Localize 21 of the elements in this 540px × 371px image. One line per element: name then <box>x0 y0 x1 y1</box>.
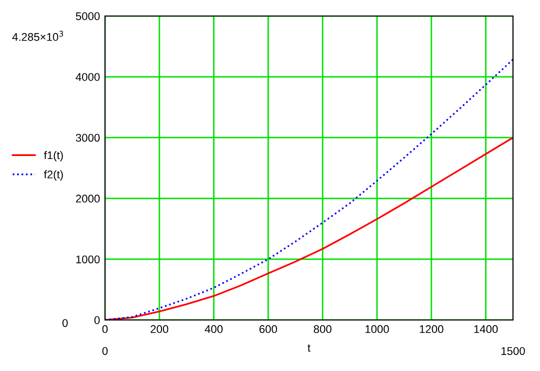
y-tick-label: 5000 <box>76 12 100 20</box>
y-tick-label: 4000 <box>76 73 100 81</box>
text: 1500 <box>501 347 525 355</box>
x-tick-label: 1400 <box>474 325 498 334</box>
text: 0 <box>102 347 108 355</box>
legend-label: f2(t) <box>44 170 63 181</box>
y-tick-label: 0 <box>94 316 100 324</box>
y-tick-label: 1000 <box>76 255 100 264</box>
y-tick-label: 2000 <box>76 194 100 203</box>
x-tick-label: 400 <box>204 325 223 334</box>
x-tick-label: 800 <box>314 325 332 334</box>
text: 4.285×10$^{3}$ <box>12 30 64 41</box>
x-tick-label: 0 <box>102 325 108 334</box>
y-tick-label: 3000 <box>76 134 100 142</box>
x-tick-label: 1200 <box>420 325 444 334</box>
text: 0 <box>62 319 68 327</box>
x-tick-label: 1000 <box>365 325 389 334</box>
x-tick-label: 600 <box>259 325 278 334</box>
legend-label: f1(t) <box>44 150 63 162</box>
x-axis-title: t <box>308 344 310 352</box>
x-tick-label: 200 <box>150 325 168 334</box>
